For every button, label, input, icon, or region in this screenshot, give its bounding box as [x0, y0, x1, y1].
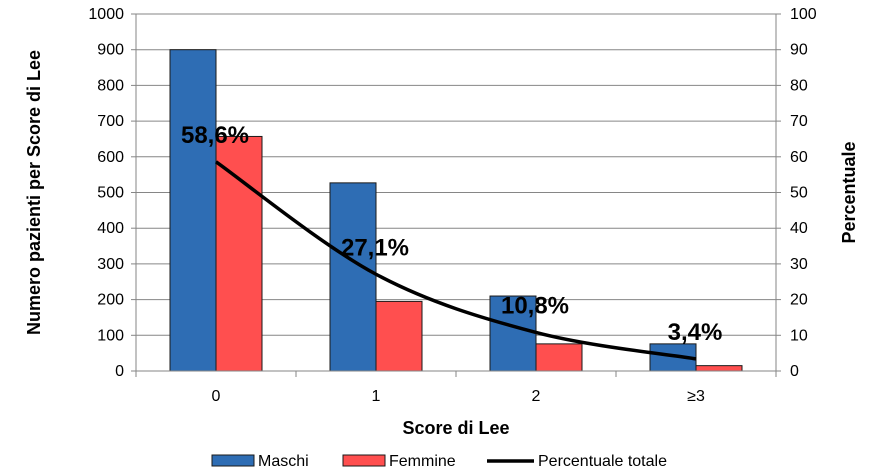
y2-tick-label: 0 [790, 363, 799, 380]
y2-tick-label: 10 [790, 327, 808, 344]
y2-tick-label: 50 [790, 185, 808, 202]
y2-tick-label: 100 [790, 6, 817, 23]
y2-tick-label: 90 [790, 42, 808, 59]
bar-maschi-0 [169, 49, 217, 372]
legend-label-percentuale: Percentuale totale [538, 453, 667, 470]
x-tick-label: ≥3 [687, 388, 705, 405]
y2-tick-label: 80 [790, 77, 808, 94]
percent-line [214, 160, 697, 361]
y-tick-label: 600 [97, 149, 124, 166]
y2-tick-label: 60 [790, 149, 808, 166]
y-tick-label: 900 [97, 42, 124, 59]
y2-tick-label: 20 [790, 292, 808, 309]
data-label-3: 3,4% [668, 319, 723, 346]
legend-swatch-femmine [342, 454, 386, 467]
y-tick-label: 500 [97, 185, 124, 202]
y-tick-label: 300 [97, 256, 124, 273]
y-tick-label: 100 [97, 327, 124, 344]
y2-tick-label: 40 [790, 220, 808, 237]
bar-femmine-3 [695, 365, 743, 372]
x-tick-label: 1 [372, 388, 381, 405]
y-tick-label: 1000 [88, 6, 124, 23]
y2-tick-label: 70 [790, 113, 808, 130]
y-axis-title: Numero pazienti per Score di Lee [24, 50, 44, 335]
x-axis-title: Score di Lee [402, 418, 509, 438]
x-tick-label: 2 [532, 388, 541, 405]
y-tick-label: 400 [97, 220, 124, 237]
bar-femmine-1 [375, 300, 423, 372]
y-tick-label: 800 [97, 77, 124, 94]
y-tick-labels: 0 100 200 300 400 500 600 700 800 900 1000 [88, 6, 124, 380]
x-tick-labels: 0 1 2 ≥3 [212, 388, 705, 405]
y-tick-label: 0 [115, 363, 124, 380]
y-tick-label: 200 [97, 292, 124, 309]
y2-tick-label: 30 [790, 256, 808, 273]
legend: Maschi Femmine Percentuale totale [211, 453, 667, 470]
axes [135, 14, 777, 377]
bar-femmine-2 [535, 343, 583, 372]
bar-femmine-0 [215, 135, 263, 372]
bars [169, 49, 743, 372]
y2-axis-title: Percentuale [839, 141, 859, 243]
data-label-1: 27,1% [341, 234, 409, 261]
legend-swatch-maschi [211, 454, 255, 467]
data-label-0: 58,6% [181, 122, 249, 149]
x-tick-label: 0 [212, 388, 221, 405]
percent-line-path [214, 160, 697, 361]
data-label-2: 10,8% [501, 292, 569, 319]
legend-label-femmine: Femmine [389, 453, 456, 470]
y-tick-label: 700 [97, 113, 124, 130]
y2-tick-labels: 0 10 20 30 40 50 60 70 80 90 100 [790, 6, 817, 380]
legend-label-maschi: Maschi [258, 453, 309, 470]
bar-maschi-1 [329, 182, 377, 372]
data-labels: 58,6% 27,1% 10,8% 3,4% [181, 122, 722, 346]
